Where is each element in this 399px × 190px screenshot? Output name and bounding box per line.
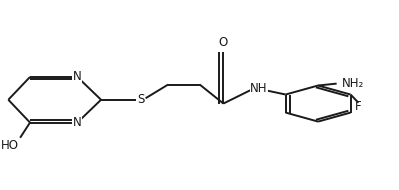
Text: S: S — [137, 93, 144, 106]
Text: NH: NH — [250, 82, 268, 95]
Text: HO: HO — [1, 139, 19, 152]
Text: N: N — [73, 70, 82, 83]
Text: NH₂: NH₂ — [342, 77, 364, 90]
Text: N: N — [73, 116, 82, 129]
Text: F: F — [355, 100, 362, 113]
Text: O: O — [219, 36, 228, 49]
